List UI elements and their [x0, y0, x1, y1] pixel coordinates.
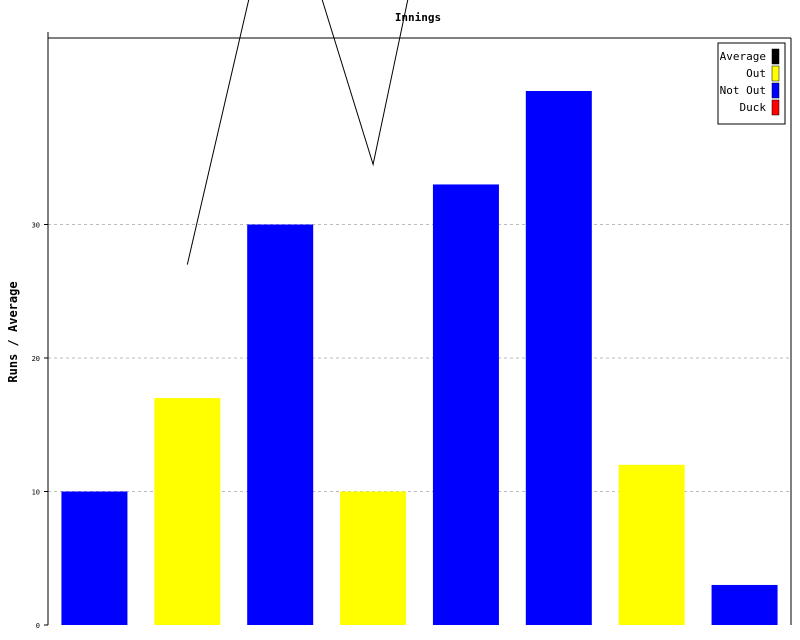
legend-label: Out	[746, 67, 766, 80]
legend-swatch	[771, 48, 780, 65]
legend-swatch	[771, 99, 780, 116]
bar	[525, 91, 592, 625]
legend-label: Duck	[740, 101, 767, 114]
plot-frame	[47, 32, 792, 625]
y-axis-label: Runs / Average	[6, 281, 20, 382]
y-tick-label: 10	[32, 489, 40, 497]
bar	[711, 584, 778, 625]
bar	[154, 398, 221, 625]
bar	[340, 491, 407, 625]
legend-label: Not Out	[720, 84, 766, 97]
chart-title: Innings	[395, 11, 441, 24]
bar	[618, 464, 685, 625]
bar-series	[61, 91, 778, 625]
y-tick-labels: 0 10 20 30	[32, 222, 48, 630]
legend-swatch	[771, 82, 780, 99]
legend: Average Out Not Out Duck	[717, 42, 786, 125]
legend-swatch	[771, 65, 780, 82]
legend-label: Average	[720, 50, 766, 63]
bar	[61, 491, 128, 625]
y-tick-label: 0	[36, 622, 40, 630]
y-tick-label: 30	[32, 222, 40, 230]
bar	[432, 184, 499, 625]
y-tick-label: 20	[32, 355, 40, 363]
bar	[247, 224, 314, 625]
